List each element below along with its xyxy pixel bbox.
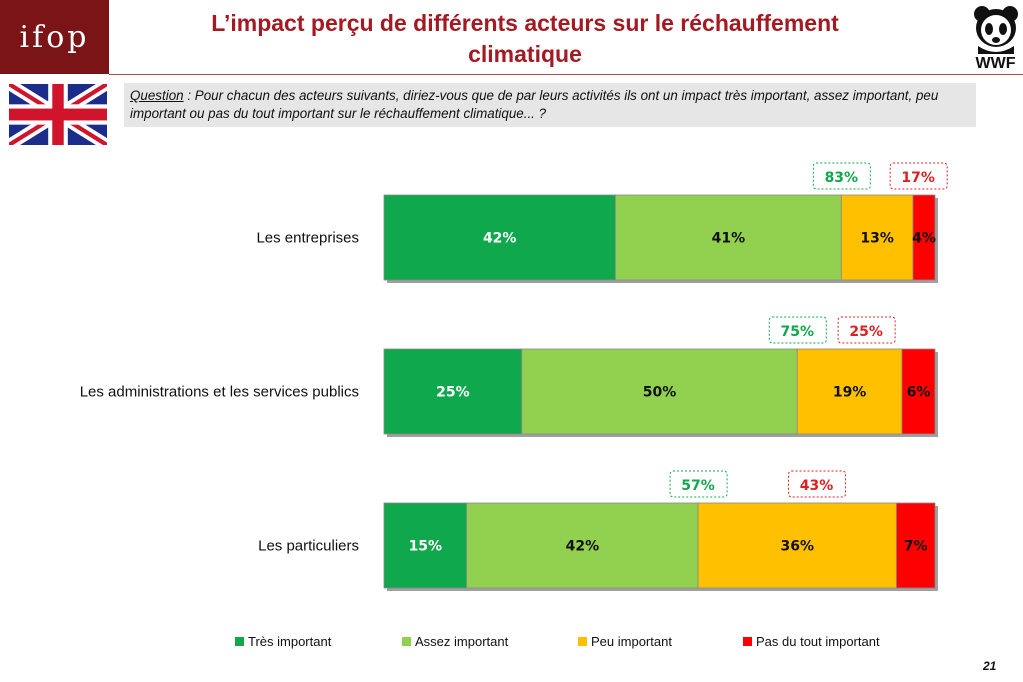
bar-segment [383, 194, 616, 281]
uk-flag-icon [9, 84, 107, 145]
header-rule [109, 74, 1023, 75]
data-label: 6% [907, 385, 931, 401]
total-not-important-box [837, 316, 896, 344]
data-label: 36% [780, 539, 814, 555]
legend-item: Pas du tout important [743, 634, 880, 649]
legend-swatch [235, 637, 244, 646]
data-label: 4% [912, 231, 936, 247]
bar-segment [615, 194, 842, 281]
category-label: Les administrations et les services publ… [80, 384, 359, 401]
legend-item: Assez important [402, 634, 508, 649]
bar-segment [697, 502, 897, 589]
bar-segment [383, 502, 468, 589]
bar-segment [796, 348, 903, 435]
legend-label: Très important [248, 634, 332, 649]
bar-segment [383, 348, 523, 435]
question-label: Question [130, 88, 184, 103]
chart-legend: Très important Assez important Peu importa… [0, 634, 1023, 652]
bar-segment [912, 194, 936, 281]
category-label: Les particuliers [258, 538, 359, 555]
bar-segment [901, 348, 936, 435]
total-important-label: 75% [780, 324, 814, 340]
wwf-panda-logo [974, 6, 1018, 54]
total-not-important-label: 25% [849, 324, 883, 340]
legend-label: Peu important [591, 634, 672, 649]
data-label: 13% [860, 231, 894, 247]
legend-item: Très important [235, 634, 331, 649]
data-label: 42% [566, 539, 600, 555]
page-number: 21 [983, 659, 997, 673]
data-label: 25% [436, 385, 470, 401]
question-box: Question : Pour chacun des acteurs suiva… [124, 83, 976, 127]
total-important-box [768, 316, 827, 344]
data-label: 15% [409, 539, 443, 555]
bar-segment [840, 194, 914, 281]
total-important-box [669, 470, 728, 498]
title-line-1: L’impact perçu de différents acteurs sur… [211, 10, 839, 36]
wwf-logo-text: WWF [975, 55, 1016, 72]
total-not-important-box [889, 162, 948, 190]
data-label: 42% [483, 231, 517, 247]
legend-label: Assez important [415, 634, 509, 649]
data-label: 19% [833, 385, 867, 401]
legend-swatch [578, 637, 587, 646]
total-not-important-box [788, 470, 847, 498]
title-line-2: climatique [468, 41, 582, 67]
data-label: 7% [904, 539, 928, 555]
legend-item: Peu important [578, 634, 672, 649]
bar-segment [521, 348, 798, 435]
bar-segment [896, 502, 936, 589]
legend-swatch [402, 637, 411, 646]
total-not-important-label: 43% [800, 478, 834, 494]
total-important-box [812, 162, 871, 190]
total-important-label: 57% [681, 478, 715, 494]
total-not-important-label: 17% [901, 170, 935, 186]
data-label: 41% [712, 231, 746, 247]
question-text: : Pour chacun des acteurs suivants, diri… [130, 88, 939, 121]
category-label: Les entreprises [256, 230, 359, 247]
total-important-label: 83% [825, 170, 859, 186]
data-label: 50% [643, 385, 677, 401]
bar-segment [466, 502, 699, 589]
legend-swatch [743, 637, 752, 646]
ifop-logo: ifop [0, 0, 109, 74]
ifop-logo-text: ifop [19, 19, 90, 55]
legend-label: Pas du tout important [756, 634, 880, 649]
page-title: L’impact perçu de différents acteurs sur… [150, 8, 900, 70]
